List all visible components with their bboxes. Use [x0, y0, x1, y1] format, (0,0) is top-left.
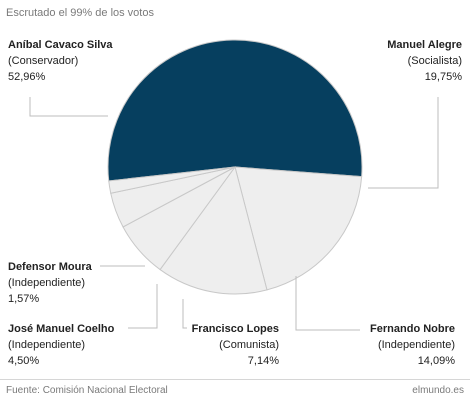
label-name: Fernando Nobre	[370, 323, 455, 335]
chart-subtitle: Escrutado el 99% de los votos	[6, 7, 154, 19]
source-note: Fuente: Comisión Nacional Electoral	[6, 385, 168, 396]
pie-slice-1	[234, 166, 363, 291]
label-fernando-nobre: Fernando Nobre (Independiente) 14,09%	[370, 321, 455, 369]
credit-note: elmundo.es	[412, 385, 464, 396]
label-party: (Socialista)	[407, 55, 462, 67]
leader-line-3	[182, 299, 187, 329]
leader-line-1	[368, 97, 439, 189]
label-francisco-lopes: Francisco Lopes (Comunista) 7,14%	[192, 321, 279, 369]
label-percent: 4,50%	[8, 355, 40, 367]
label-cavaco-silva: Aníbal Cavaco Silva (Conservador) 52,96%	[8, 37, 113, 85]
label-name: Manuel Alegre	[387, 39, 462, 51]
pie-slice-0	[107, 39, 363, 182]
label-party: (Independiente)	[377, 339, 455, 351]
label-party: (Independiente)	[8, 339, 86, 351]
leader-line-2	[295, 276, 360, 331]
leader-line-0	[29, 97, 108, 117]
label-percent: 52,96%	[8, 71, 46, 83]
label-percent: 7,14%	[247, 355, 279, 367]
label-percent: 14,09%	[417, 355, 455, 367]
label-defensor-moura: Defensor Moura (Independiente) 1,57%	[8, 259, 92, 307]
label-party: (Independiente)	[8, 277, 86, 289]
label-party: (Comunista)	[219, 339, 279, 351]
leader-line-4	[128, 284, 158, 329]
label-jose-manuel-coelho: José Manuel Coelho (Independiente) 4,50%	[8, 321, 114, 369]
label-name: Aníbal Cavaco Silva	[8, 39, 113, 51]
label-name: Francisco Lopes	[191, 323, 279, 335]
label-manuel-alegre: Manuel Alegre (Socialista) 19,75%	[387, 37, 462, 85]
pie-chart	[29, 39, 439, 331]
label-name: Defensor Moura	[8, 261, 92, 273]
label-party: (Conservador)	[8, 55, 79, 67]
label-percent: 19,75%	[424, 71, 462, 83]
pie-slice-2	[159, 165, 268, 295]
footer-divider	[0, 379, 470, 380]
label-name: José Manuel Coelho	[8, 323, 115, 335]
label-percent: 1,57%	[8, 293, 40, 305]
pie-slice-5	[108, 166, 236, 194]
